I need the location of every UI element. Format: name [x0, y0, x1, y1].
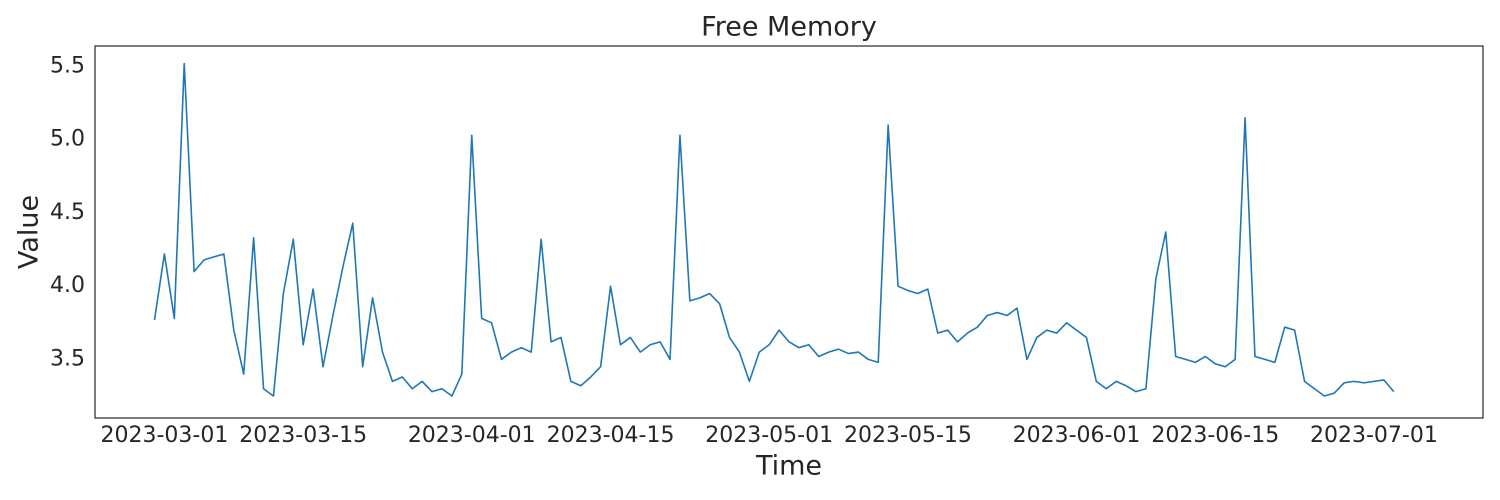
x-tick-label: 2023-06-01	[1013, 423, 1141, 448]
data-line	[153, 62, 1395, 397]
x-tick-label: 2023-04-15	[547, 423, 675, 448]
y-tick-label: 4.5	[50, 200, 85, 225]
x-tick-label: 2023-04-01	[408, 423, 536, 448]
y-axis-label: Value	[14, 195, 45, 269]
x-tick-label: 2023-03-15	[239, 423, 367, 448]
x-tick-label: 2023-07-01	[1310, 423, 1438, 448]
chart-title: Free Memory	[701, 12, 877, 43]
x-tick-label: 2023-06-15	[1151, 423, 1279, 448]
y-tick-label: 5.0	[50, 127, 85, 152]
x-axis-label: Time	[755, 451, 822, 482]
y-tick-label: 5.5	[50, 54, 85, 79]
plot-frame	[94, 45, 1484, 419]
x-tick-label: 2023-05-15	[844, 423, 972, 448]
y-tick-label: 4.0	[50, 273, 85, 298]
x-tick-label: 2023-05-01	[705, 423, 833, 448]
y-tick-label: 3.5	[50, 346, 85, 371]
x-tick-label: 2023-03-01	[100, 423, 228, 448]
